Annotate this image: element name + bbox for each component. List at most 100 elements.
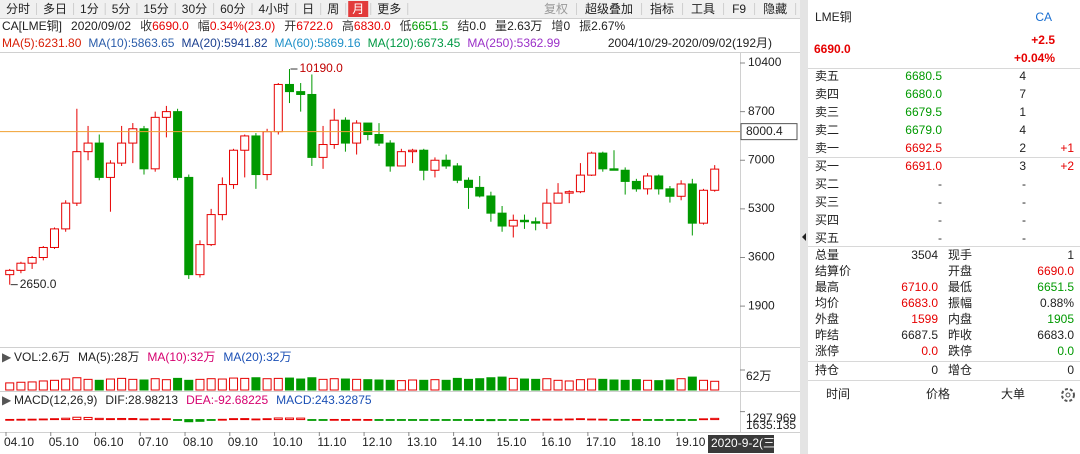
x-tick-label: 12.10 xyxy=(362,435,392,449)
volume-bar xyxy=(352,378,362,391)
candle-body xyxy=(83,142,93,153)
book-price: - xyxy=(938,195,942,209)
volume-bar xyxy=(419,379,429,391)
macd-bar xyxy=(497,419,507,421)
gear-outer[interactable] xyxy=(1061,388,1075,402)
macd-bar xyxy=(374,419,384,421)
period-tab[interactable]: 日 xyxy=(302,2,314,16)
volume-bar xyxy=(117,377,127,391)
volume-bar xyxy=(128,378,138,391)
pane-legend: VOL:2.6万 xyxy=(14,350,70,364)
macd-bar xyxy=(687,419,697,421)
y-tick-label: 1297.969 xyxy=(746,411,796,425)
collapse-arrow[interactable] xyxy=(802,233,806,241)
x-tick-label: 16.10 xyxy=(541,435,571,449)
tab-bg[interactable] xyxy=(348,1,369,17)
info-label: 结 xyxy=(457,19,469,33)
annotation: 10190.0 xyxy=(299,61,343,75)
symbol-code: CA xyxy=(1035,10,1052,24)
period-tab[interactable]: 15分 xyxy=(143,2,168,16)
tool-button[interactable]: 隐藏 xyxy=(763,2,787,16)
book-price: 6680.0 xyxy=(905,87,942,101)
period-tab[interactable]: 1分 xyxy=(80,2,99,16)
stat-label: 结算价 xyxy=(815,263,851,278)
period-tab[interactable]: 多日 xyxy=(43,2,67,16)
splitter[interactable] xyxy=(800,0,808,454)
period-tab[interactable]: 月 xyxy=(352,2,364,16)
tool-button[interactable]: F9 xyxy=(732,2,746,16)
x-tick-label: 18.10 xyxy=(631,435,661,449)
macd-bar xyxy=(643,419,653,421)
macd-bar xyxy=(654,419,664,421)
last-price: 6690.0 xyxy=(814,42,851,56)
info-field: 量2.63万 xyxy=(495,19,542,33)
volume-bar xyxy=(519,378,529,391)
volume-bar xyxy=(61,378,71,391)
macd-bar xyxy=(307,419,317,421)
period-tab[interactable]: 30分 xyxy=(182,2,207,16)
stat-value: 0.0 xyxy=(1057,344,1074,358)
candle-body xyxy=(262,131,272,176)
macd-bar xyxy=(531,418,541,421)
tool-button[interactable]: 复权 xyxy=(544,2,568,16)
book-volume: 2 xyxy=(1019,141,1026,155)
y-tick-label: 3600 xyxy=(748,250,775,264)
macd-bar xyxy=(385,419,395,421)
info-field: 低6651.5 xyxy=(400,19,449,33)
candle-body xyxy=(161,111,171,118)
info-label: 开 xyxy=(284,19,296,33)
period-tab[interactable]: 更多 xyxy=(377,2,401,16)
macd-bar xyxy=(699,418,709,421)
stat-label: 外盘 xyxy=(815,311,839,326)
tool-button[interactable]: 超级叠加 xyxy=(585,1,633,16)
macd-bar xyxy=(61,417,71,421)
position-value: 0 xyxy=(931,363,938,377)
period-tab[interactable]: 60分 xyxy=(220,2,245,16)
candle-body xyxy=(296,91,306,95)
toolbar-bg xyxy=(0,0,803,18)
x-tick-label: 04.10 xyxy=(4,435,34,449)
y-tick-label: 1900 xyxy=(748,298,775,312)
price-change-pct: +0.04% xyxy=(1014,51,1055,65)
period-tab[interactable]: 分时 xyxy=(6,2,30,16)
gear-inner[interactable] xyxy=(1065,392,1071,398)
info-value: 2.63万 xyxy=(507,19,542,33)
volume-bar xyxy=(542,378,552,391)
tool-button[interactable]: 工具 xyxy=(691,2,715,16)
volume-bar xyxy=(687,376,697,391)
volume-bar xyxy=(72,377,82,391)
volume-bar xyxy=(340,378,350,391)
volume-bar xyxy=(329,378,339,391)
macd-bar xyxy=(262,418,272,421)
candle-body xyxy=(374,134,384,144)
volume-bar xyxy=(273,377,283,391)
macd-bar xyxy=(519,419,529,421)
stat-value: 6710.0 xyxy=(901,280,938,294)
stat-value: 6651.5 xyxy=(1037,280,1074,294)
pane-marker[interactable]: ▶ xyxy=(2,350,12,364)
period-tab[interactable]: 4小时 xyxy=(258,2,289,16)
volume-bar xyxy=(217,378,227,391)
candle-body xyxy=(631,180,641,190)
period-tab[interactable]: 5分 xyxy=(112,2,131,16)
tool-button[interactable]: 指标 xyxy=(650,1,674,16)
stat-label: 开盘 xyxy=(948,263,972,278)
stat-value: 6687.5 xyxy=(901,328,938,342)
info-value: 2020/09/02 xyxy=(71,19,131,33)
stat-value: 1599 xyxy=(911,312,938,326)
volume-bar xyxy=(184,379,194,391)
annotation: 2650.0 xyxy=(20,277,57,291)
book-label: 买四 xyxy=(815,213,839,227)
x-tick-label: 14.10 xyxy=(452,435,482,449)
settings-icon[interactable] xyxy=(1061,388,1075,402)
candle-body xyxy=(5,269,15,276)
period-tab[interactable]: 周 xyxy=(327,2,339,16)
book-label: 卖四 xyxy=(815,87,839,101)
info-label: 低 xyxy=(400,19,412,33)
volume-bar xyxy=(587,378,597,391)
candle-body xyxy=(195,244,205,276)
ma-legend: MA(60):5869.16 xyxy=(275,36,361,50)
pane-marker[interactable]: ▶ xyxy=(2,393,12,407)
book-label: 买三 xyxy=(815,195,839,209)
